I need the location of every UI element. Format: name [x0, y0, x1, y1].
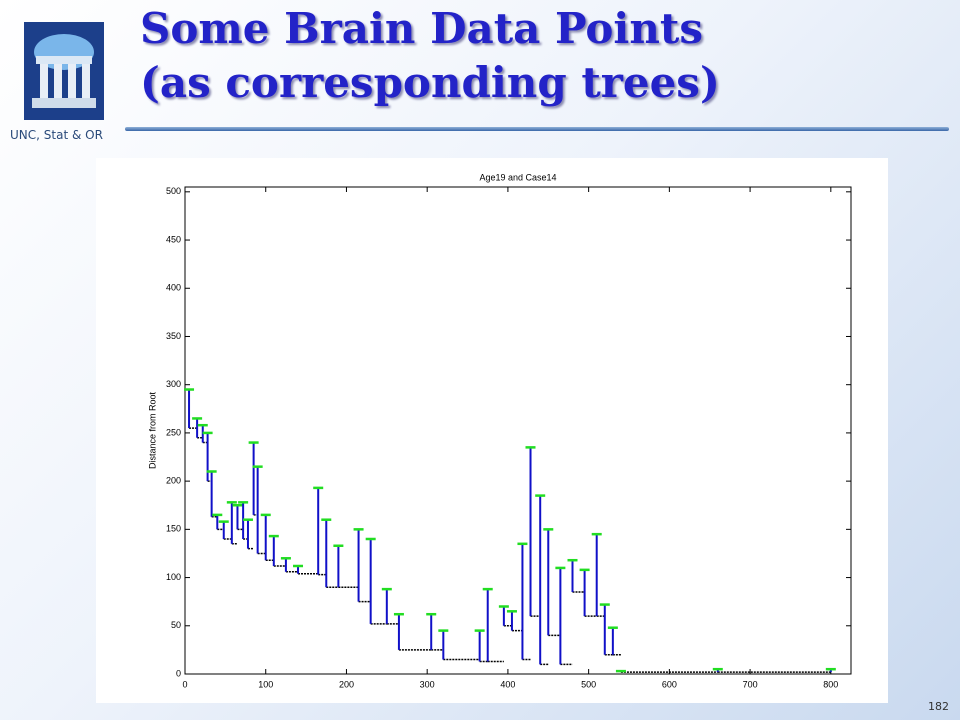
x-tick-label: 100	[258, 679, 273, 689]
y-tick-label: 200	[166, 476, 181, 486]
logo	[24, 22, 104, 120]
title-rule	[125, 127, 949, 131]
plot-area	[184, 186, 852, 675]
y-tick-label: 300	[166, 379, 181, 389]
x-tick-label: 200	[339, 679, 354, 689]
page-number: 182	[928, 700, 949, 713]
y-tick-label: 50	[171, 620, 181, 630]
chart-panel	[96, 158, 888, 703]
x-tick-label: 400	[500, 679, 515, 689]
slide-title: (as corresponding trees)	[140, 58, 720, 107]
x-tick-label: 0	[182, 679, 187, 689]
y-tick-label: 400	[166, 283, 181, 293]
y-axis-label: Distance from Root	[147, 391, 157, 469]
y-tick-label: 0	[176, 668, 181, 678]
y-tick-label: 150	[166, 524, 181, 534]
slide-title: Some Brain Data Points	[140, 4, 703, 53]
x-tick-label: 500	[581, 679, 596, 689]
x-tick-label: 600	[662, 679, 677, 689]
y-tick-label: 500	[166, 186, 181, 196]
y-tick-label: 450	[166, 234, 181, 244]
y-tick-label: 100	[166, 572, 181, 582]
y-tick-label: 350	[166, 331, 181, 341]
x-tick-label: 800	[823, 679, 838, 689]
x-tick-label: 700	[743, 679, 758, 689]
x-tick-label: 300	[420, 679, 435, 689]
y-tick-label: 250	[166, 427, 181, 437]
chart-title: Age19 and Case14	[479, 172, 556, 182]
logo-caption: UNC, Stat & OR	[10, 128, 103, 142]
